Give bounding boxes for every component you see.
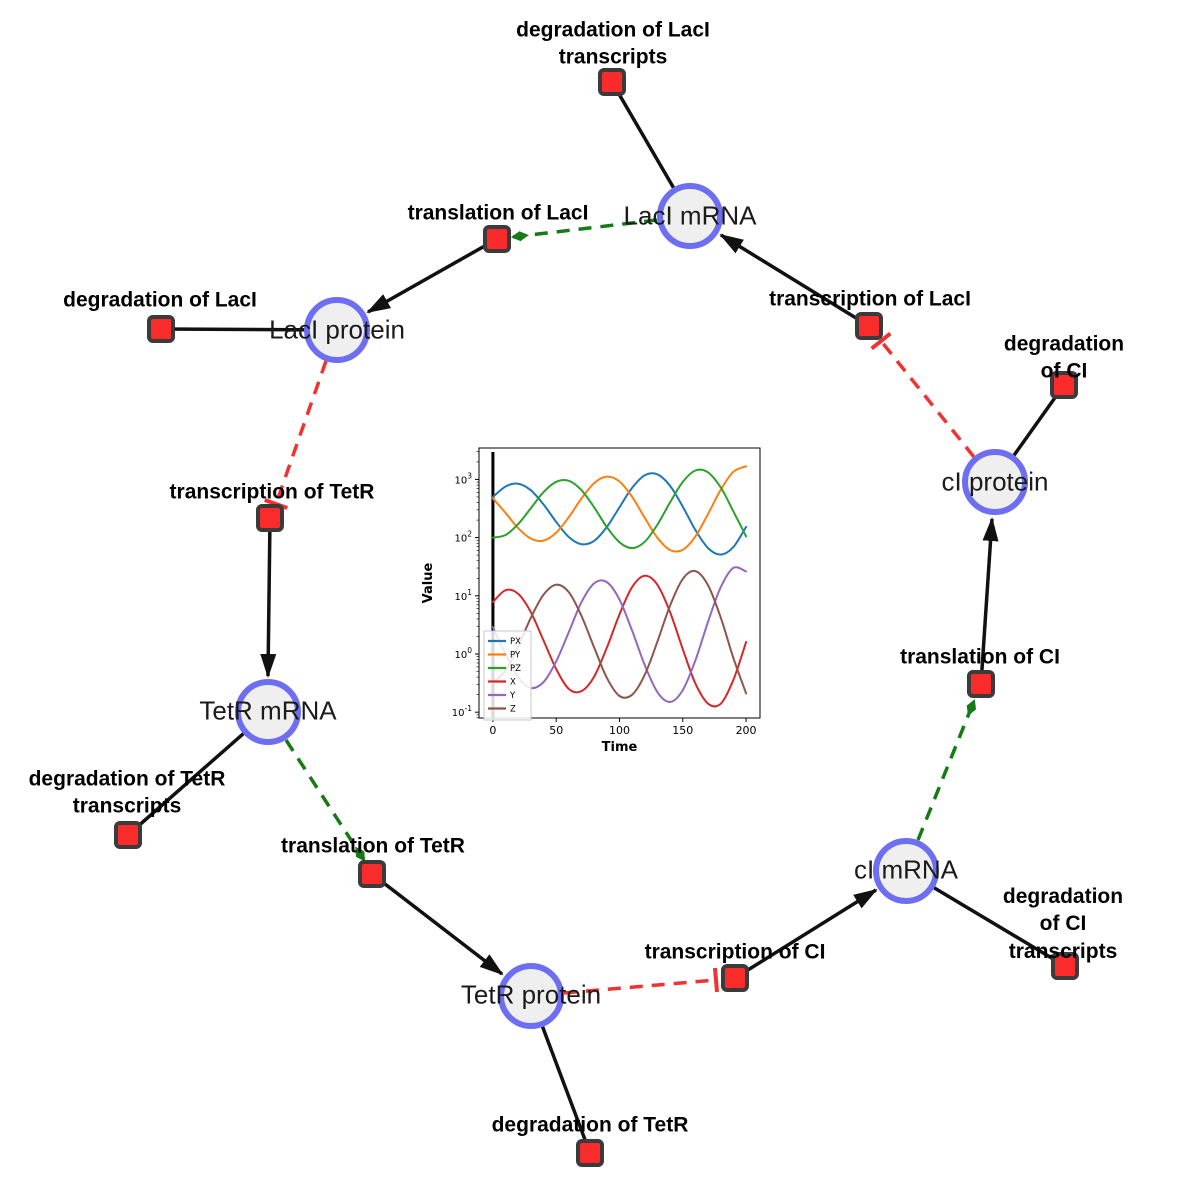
edge-tetr-mrna-modifier-translation-of-tetr <box>284 739 366 862</box>
edge-laci-protein-inhibits-transcription-of-tetr <box>264 360 328 510</box>
edge-translation-of-laci-to-laci-protein <box>366 237 498 314</box>
edge-ci-mrna-modifier-translation-of-ci <box>916 699 977 841</box>
series-z <box>491 569 748 699</box>
series-y <box>491 566 748 703</box>
species-node-ci-mrna <box>873 838 939 904</box>
reaction-label-translation-of-laci: translation of LacI <box>407 201 589 225</box>
y-tick-label: 102 <box>454 530 472 545</box>
reaction-label-degradation-of-ci: degradation of CI <box>1003 332 1125 383</box>
series-py <box>491 465 748 553</box>
reaction-label-transcription-of-tetr: transcription of TetR <box>169 480 375 504</box>
x-axis-title: Time <box>602 740 638 755</box>
legend-label-z: Z <box>510 705 516 715</box>
x-tick-label: 100 <box>609 724 630 737</box>
reaction-label-degradation-of-tetr: degradation of TetR <box>491 1113 689 1137</box>
species-label-ci-protein: cI protein <box>941 466 1049 497</box>
series-px <box>491 472 748 556</box>
reaction-label-degradation-of-ci-transcripts: degradation of CI transcripts <box>1002 885 1124 963</box>
edge-ci-protein-inhibits-transcription-of-laci <box>870 331 976 459</box>
reaction-node-degradation-of-laci-transcripts <box>598 68 626 96</box>
edge-tetr-protein-inhibits-transcription-of-ci <box>563 967 720 995</box>
species-node-laci-protein <box>304 297 370 363</box>
legend-label-y: Y <box>509 691 516 701</box>
species-label-laci-mrna: LacI mRNA <box>623 200 757 231</box>
edge-transcription-of-ci-to-ci-mrna <box>734 888 878 980</box>
legend-label-x: X <box>510 678 516 688</box>
reaction-node-translation-of-ci <box>967 670 995 698</box>
reaction-node-transcription-of-tetr <box>256 504 284 532</box>
y-tick-label: 101 <box>454 588 472 603</box>
reaction-node-degradation-of-laci <box>147 315 175 343</box>
y-tick-label: 100 <box>454 646 472 661</box>
species-label-tetr-protein: TetR protein <box>460 979 602 1010</box>
reaction-node-degradation-of-tetr-transcripts <box>114 821 142 849</box>
species-label-laci-protein: LacI protein <box>269 314 405 345</box>
edge-translation-of-ci-to-ci-protein <box>979 517 999 685</box>
edge-laci-mrna-modifier-translation-of-laci <box>511 218 658 242</box>
species-node-tetr-mrna <box>235 679 301 745</box>
reaction-label-translation-of-ci: translation of CI <box>900 645 1060 669</box>
species-node-tetr-protein <box>498 963 564 1029</box>
reaction-node-transcription-of-laci <box>855 312 883 340</box>
reaction-node-degradation-of-ci <box>1050 371 1078 399</box>
species-label-ci-mrna: cI mRNA <box>854 854 958 885</box>
inset-timecourse-chart: 0 50 100 150 200 10-1 100 101 102 103 PX PY PZ XYZ Tim… <box>421 447 761 755</box>
edge-transcription-of-tetr-to-tetr-mrna <box>260 517 277 678</box>
x-tick-label: 200 <box>736 724 757 737</box>
x-tick-label: 50 <box>549 724 563 737</box>
legend-box <box>483 630 532 721</box>
series-x <box>491 574 748 708</box>
reaction-node-degradation-of-tetr <box>576 1139 604 1167</box>
edge-translation-of-tetr-to-tetr-protein <box>370 872 504 976</box>
reaction-label-transcription-of-laci: transcription of LacI <box>769 287 971 311</box>
species-label-tetr-mrna: TetR mRNA <box>199 695 337 726</box>
series-pz <box>491 468 748 550</box>
reaction-node-translation-of-laci <box>483 225 511 253</box>
legend-label-pz: PZ <box>510 664 521 674</box>
y-tick-label: 103 <box>454 471 472 486</box>
reaction-label-degradation-of-laci-transcripts: degradation of LacI transcripts <box>516 18 710 69</box>
reaction-label-degradation-of-laci: degradation of LacI <box>63 288 257 312</box>
legend-label-px: PX <box>510 637 521 647</box>
reaction-node-translation-of-tetr <box>358 860 386 888</box>
y-axis-title: Value <box>421 562 436 603</box>
edge-transcription-of-laci-to-laci-mrna <box>719 233 870 328</box>
reaction-label-degradation-of-tetr-transcripts: degradation of TetR transcripts <box>28 767 226 818</box>
y-tick-label: 10-1 <box>452 704 472 719</box>
reaction-node-degradation-of-ci-transcripts <box>1051 952 1079 980</box>
x-tick-label: 150 <box>672 724 693 737</box>
species-node-ci-protein <box>962 449 1028 515</box>
x-tick-label: 0 <box>489 724 496 737</box>
species-node-laci-mrna <box>657 183 723 249</box>
reaction-node-transcription-of-ci <box>721 964 749 992</box>
reaction-label-transcription-of-ci: transcription of CI <box>644 940 826 964</box>
reaction-label-translation-of-tetr: translation of TetR <box>281 834 465 858</box>
legend-label-py: PY <box>510 651 521 661</box>
